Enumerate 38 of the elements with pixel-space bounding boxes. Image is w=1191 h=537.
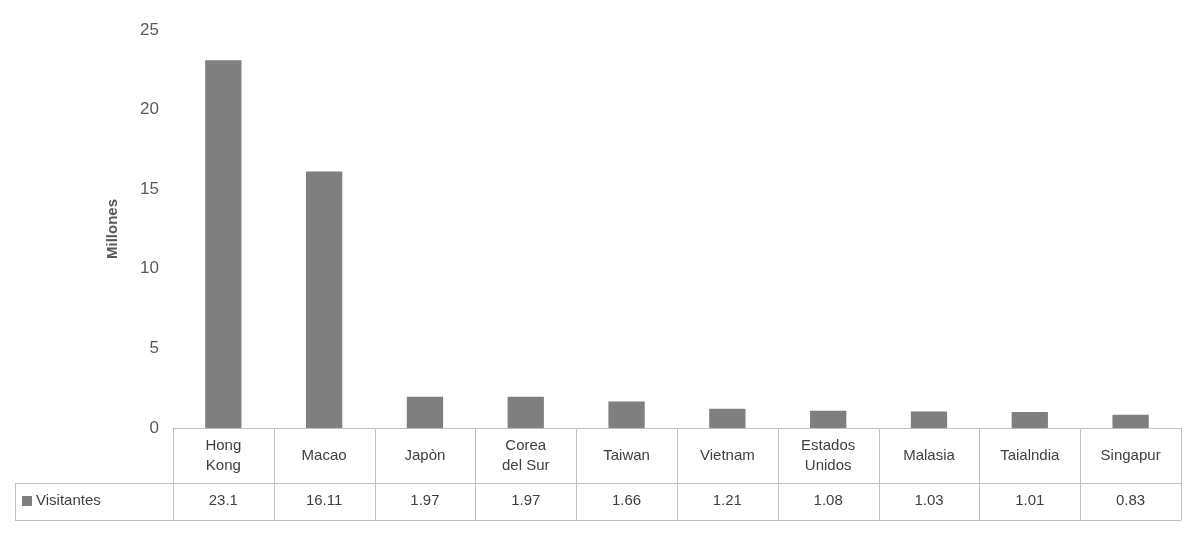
- bar: [406, 396, 444, 428]
- data-label: 16.11: [305, 491, 343, 509]
- x-tick-label: Estados Unidos: [801, 435, 856, 473]
- bar: [1112, 414, 1149, 428]
- x-tick-label: Singapur: [1100, 445, 1161, 463]
- data-label: 1.21: [712, 491, 742, 509]
- data-label: 1.03: [914, 491, 944, 509]
- bar: [810, 410, 847, 428]
- x-tick-label: Vietnam: [699, 445, 755, 463]
- data-label: 1.66: [611, 491, 642, 509]
- data-label: 1.01: [1015, 491, 1045, 509]
- x-tick-label: Malasia: [903, 445, 956, 463]
- x-tick-label: Hong Kong: [205, 435, 242, 473]
- bar: [709, 408, 746, 428]
- legend-label: Visitantes: [36, 491, 101, 509]
- bar: [305, 171, 343, 428]
- bar: [1011, 411, 1048, 428]
- y-tick-label: 20: [139, 99, 159, 119]
- bar: [205, 60, 242, 428]
- y-tick-label: 10: [139, 258, 159, 278]
- x-tick-label: Macao: [301, 445, 347, 463]
- data-label: 1.08: [813, 491, 843, 509]
- x-tick-label: Taiwan: [603, 445, 650, 463]
- bar: [910, 411, 948, 428]
- y-tick-label: 5: [149, 338, 159, 358]
- data-label: 1.97: [511, 491, 541, 509]
- bar: [608, 401, 645, 428]
- x-tick-label: Taialndia: [1000, 445, 1061, 463]
- bar: [507, 396, 544, 428]
- y-tick-label: 15: [139, 178, 159, 198]
- data-label: 0.83: [1115, 491, 1146, 509]
- x-tick-label: Japòn: [404, 445, 446, 463]
- y-axis-title: Millones: [103, 198, 121, 260]
- y-tick-label: 0: [149, 417, 159, 437]
- y-tick-label: 25: [139, 19, 159, 39]
- x-tick-label: Corea del Sur: [501, 435, 550, 473]
- data-label: 23.1: [208, 491, 238, 509]
- data-label: 1.97: [410, 491, 440, 509]
